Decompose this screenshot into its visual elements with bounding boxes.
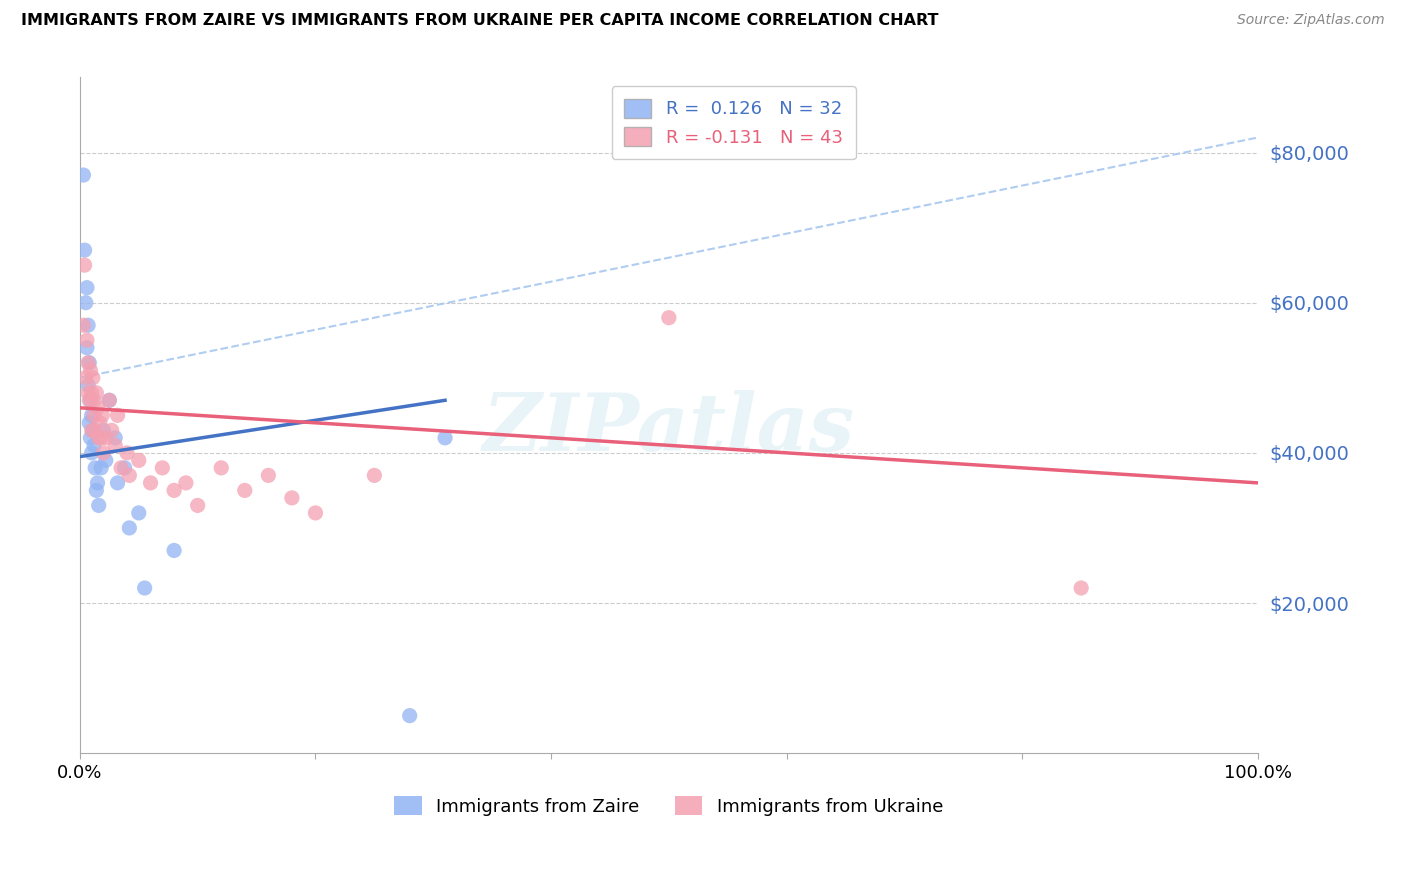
Point — [174, 475, 197, 490]
Point — [1070, 581, 1092, 595]
Point — [84, 461, 107, 475]
Point — [75, 295, 97, 310]
Point — [82, 423, 104, 437]
Point — [72, 318, 94, 333]
Point — [91, 409, 114, 423]
Text: ZIPatlas: ZIPatlas — [482, 390, 855, 467]
Point — [77, 356, 100, 370]
Point — [163, 483, 186, 498]
Point — [86, 401, 108, 415]
Point — [80, 385, 103, 400]
Point — [86, 483, 108, 498]
Point — [72, 168, 94, 182]
Point — [434, 431, 457, 445]
Point — [76, 333, 98, 347]
Point — [79, 431, 101, 445]
Point — [98, 393, 121, 408]
Point — [233, 483, 256, 498]
Point — [100, 423, 122, 437]
Point — [209, 461, 232, 475]
Point — [134, 581, 156, 595]
Point — [93, 446, 115, 460]
Point — [128, 453, 150, 467]
Point — [104, 438, 127, 452]
Point — [118, 521, 141, 535]
Point — [94, 453, 117, 467]
Point — [87, 431, 110, 445]
Point — [87, 499, 110, 513]
Point — [86, 385, 108, 400]
Point — [73, 243, 96, 257]
Point — [76, 281, 98, 295]
Point — [73, 258, 96, 272]
Point — [93, 423, 115, 437]
Point — [77, 378, 100, 392]
Point — [398, 708, 420, 723]
Point — [84, 423, 107, 437]
Point — [107, 475, 129, 490]
Point — [90, 461, 112, 475]
Text: IMMIGRANTS FROM ZAIRE VS IMMIGRANTS FROM UKRAINE PER CAPITA INCOME CORRELATION C: IMMIGRANTS FROM ZAIRE VS IMMIGRANTS FROM… — [21, 13, 939, 29]
Point — [79, 393, 101, 408]
Point — [110, 461, 132, 475]
Point — [79, 363, 101, 377]
Point — [77, 385, 100, 400]
Legend: Immigrants from Zaire, Immigrants from Ukraine: Immigrants from Zaire, Immigrants from U… — [387, 789, 950, 823]
Point — [83, 409, 105, 423]
Point — [79, 356, 101, 370]
Point — [118, 468, 141, 483]
Point — [86, 475, 108, 490]
Point — [80, 423, 103, 437]
Point — [98, 393, 121, 408]
Point — [90, 431, 112, 445]
Point — [75, 371, 97, 385]
Point — [89, 416, 111, 430]
Point — [107, 409, 129, 423]
Point — [257, 468, 280, 483]
Point — [94, 431, 117, 445]
Point — [363, 468, 385, 483]
Point — [114, 461, 136, 475]
Point — [150, 461, 173, 475]
Point — [82, 371, 104, 385]
Point — [104, 431, 127, 445]
Point — [83, 438, 105, 452]
Point — [77, 318, 100, 333]
Point — [658, 310, 681, 325]
Point — [80, 409, 103, 423]
Point — [281, 491, 304, 505]
Point — [83, 393, 105, 408]
Text: Source: ZipAtlas.com: Source: ZipAtlas.com — [1237, 13, 1385, 28]
Point — [304, 506, 326, 520]
Point — [79, 416, 101, 430]
Point — [128, 506, 150, 520]
Point — [115, 446, 138, 460]
Point — [187, 499, 209, 513]
Point — [80, 446, 103, 460]
Point — [76, 341, 98, 355]
Point — [139, 475, 162, 490]
Point — [79, 393, 101, 408]
Point — [163, 543, 186, 558]
